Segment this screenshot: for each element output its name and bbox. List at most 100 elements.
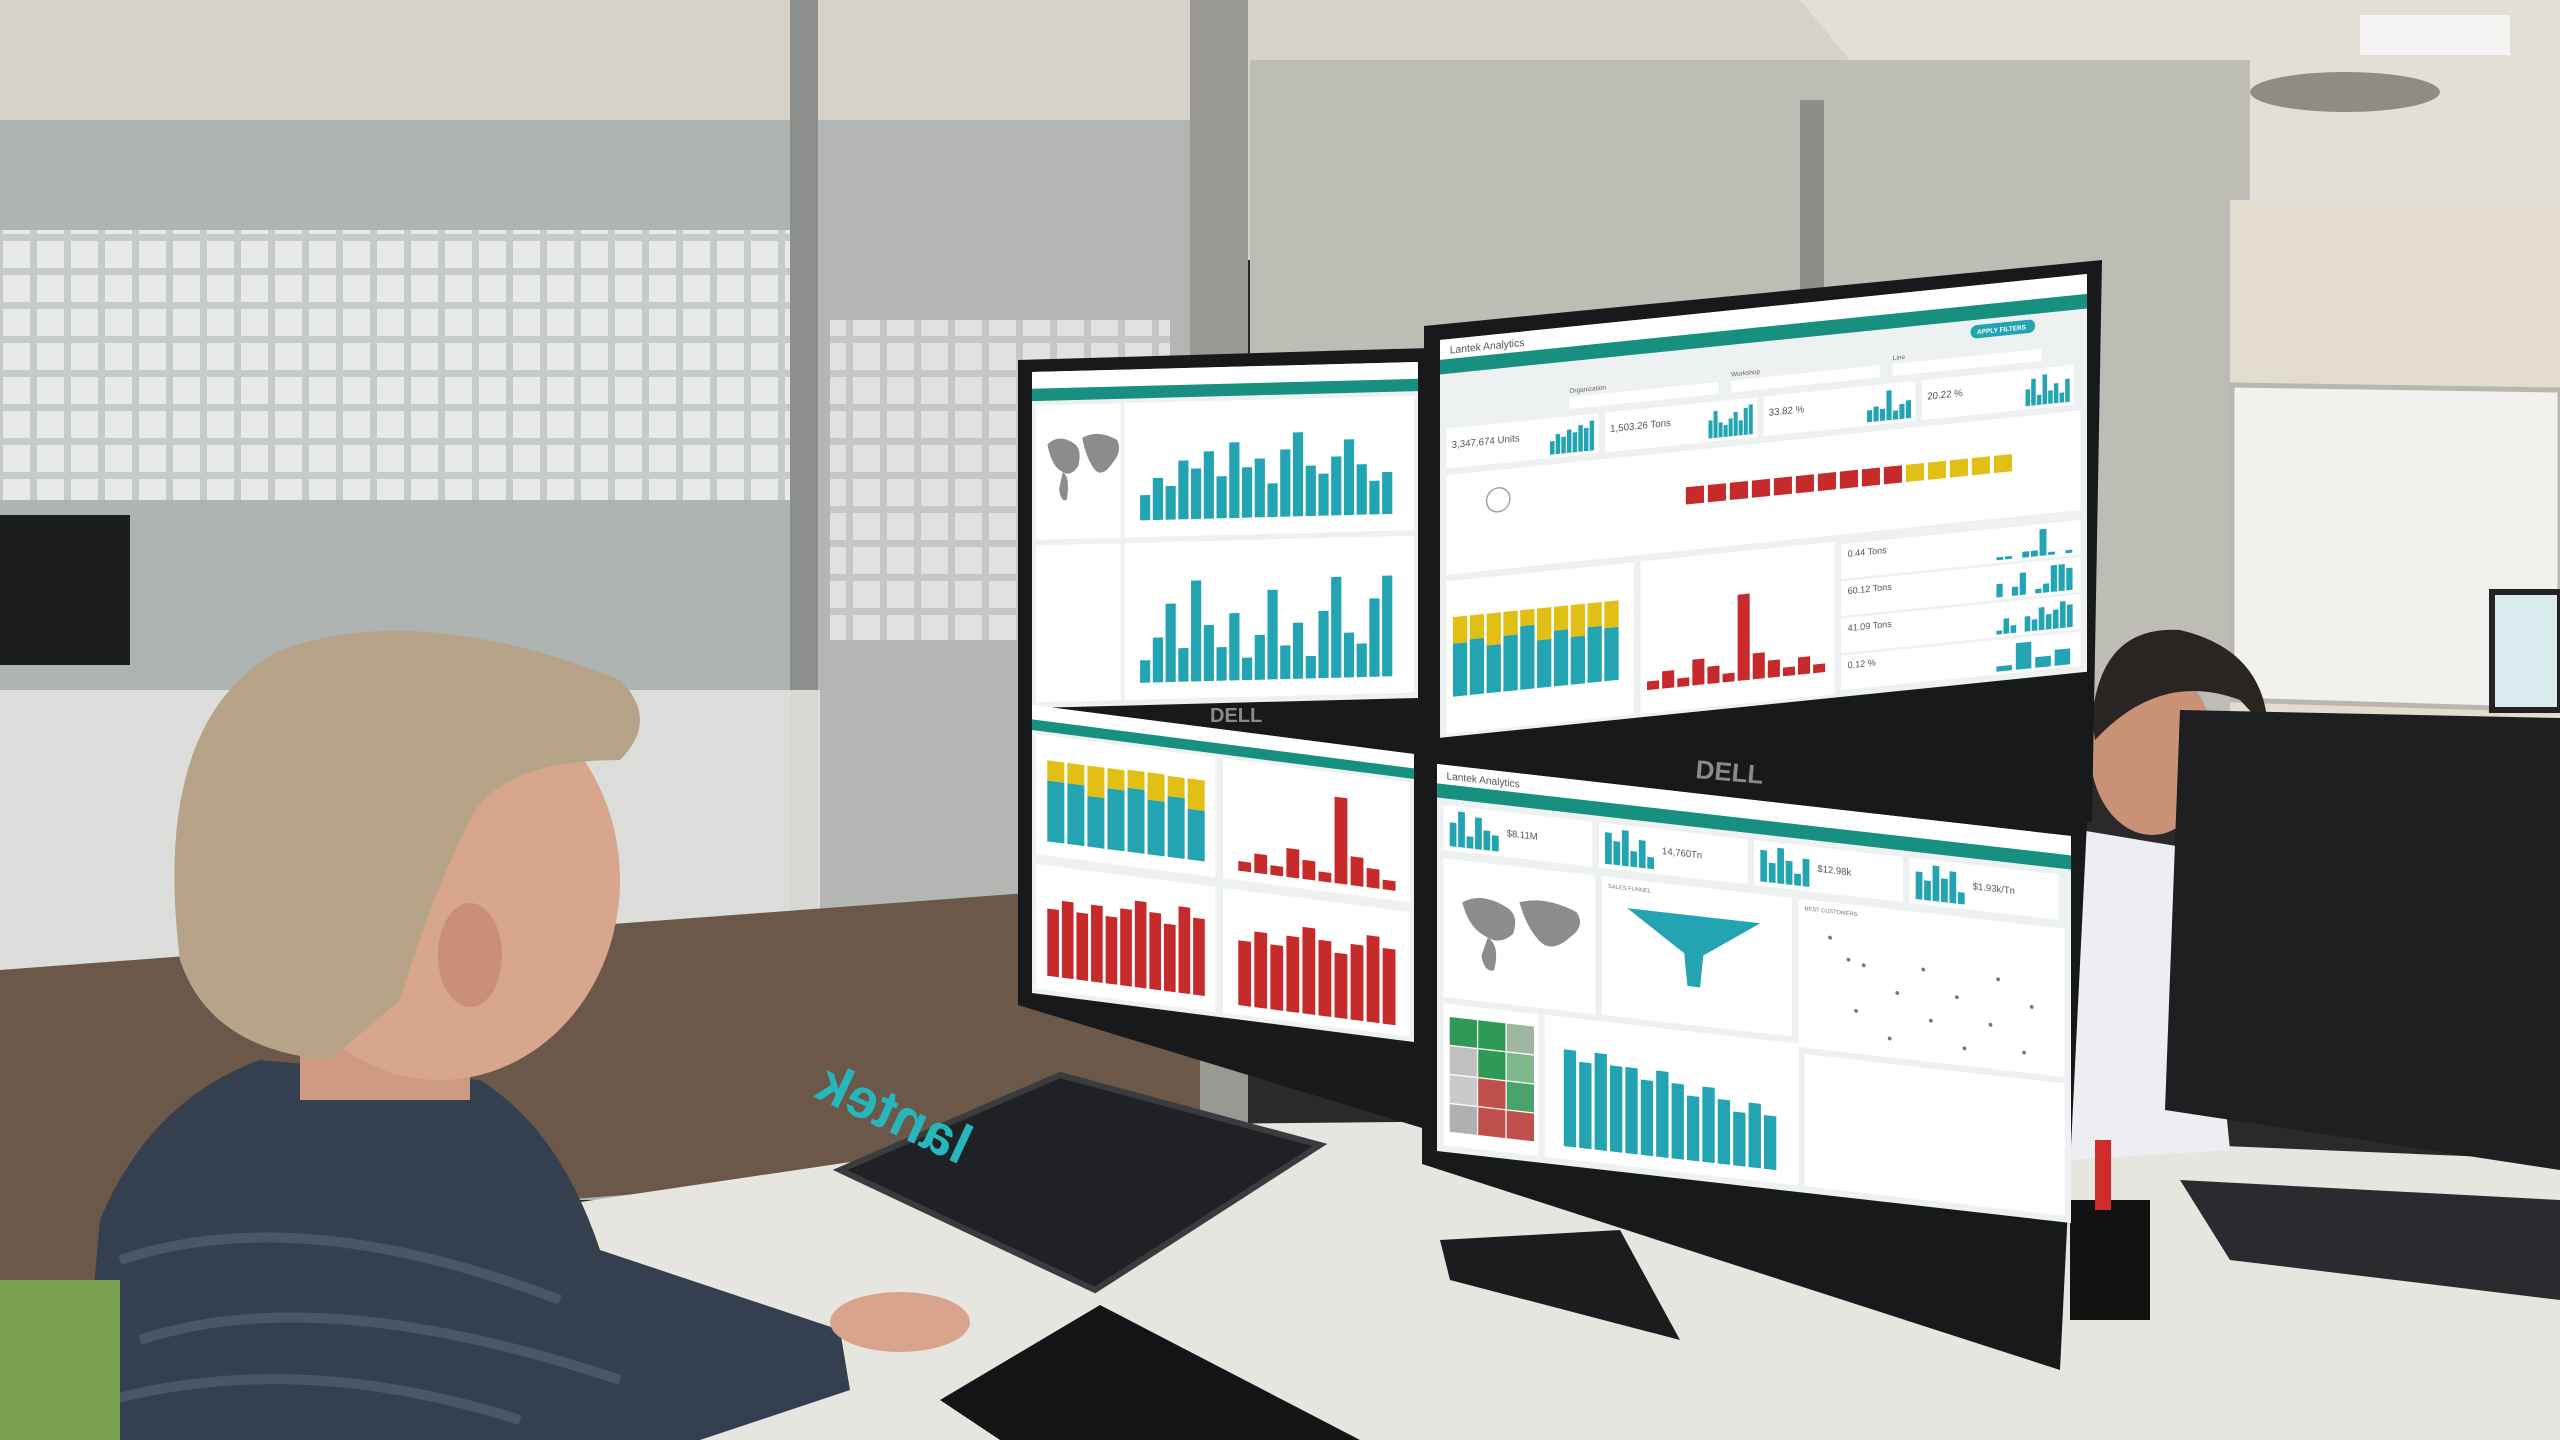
chart-b-bar — [1203, 624, 1214, 682]
stacked-chart-segment — [1167, 765, 1185, 778]
histogram-bar — [1767, 659, 1780, 678]
teal-bar-chart-bar — [1656, 1070, 1669, 1158]
chair — [0, 1280, 120, 1440]
stacked-chart-segment — [1587, 625, 1602, 683]
side-kpi-sparkline-bar — [2058, 564, 2065, 592]
kpi-sparkline-bar — [1572, 432, 1578, 453]
heatmap-cell — [1506, 1110, 1535, 1142]
kpi-sparkline-bar — [1638, 839, 1646, 869]
chart-a-bar — [1331, 456, 1342, 516]
stacked-chart-segment — [1503, 634, 1518, 692]
kpi-sparkline-bar — [1785, 860, 1793, 885]
kpi-sparkline-bar — [1873, 406, 1879, 422]
red-bars-b-bar — [1302, 926, 1316, 1015]
kpi-sparkline-bar — [2053, 383, 2059, 404]
red-bars-b-bar — [1382, 947, 1396, 1026]
kpi-sparkline-bar — [2025, 389, 2031, 407]
kpi-sparkline-bar — [1760, 849, 1768, 883]
filter-dropdown[interactable] — [1892, 348, 2042, 377]
kpi-card — [1763, 380, 1916, 437]
side-kpi-sparkline-bar — [2030, 550, 2038, 557]
kpi-value: 33.82 % — [1769, 404, 1805, 419]
histogram-bar — [1302, 859, 1316, 881]
kpi-sparkline-bar — [1589, 420, 1595, 451]
scatter-point — [2029, 1005, 2034, 1009]
kpi-sparkline-bar — [1578, 424, 1583, 452]
side-kpi-card — [1841, 519, 2081, 579]
screen-bottom-left[interactable] — [1032, 705, 1415, 1043]
chart-b-bar — [1382, 575, 1393, 677]
kpi-sparkline-bar — [1728, 418, 1733, 437]
histogram-bar — [1318, 871, 1332, 883]
kpi-value: $8.11M — [1507, 828, 1538, 843]
kpi-sparkline-bar — [2036, 394, 2042, 406]
person-sweater — [80, 1060, 850, 1440]
stacked-chart-segment — [1452, 642, 1468, 697]
teal-bar-chart-bar — [1640, 1079, 1654, 1157]
stacked-chart-segment — [1537, 607, 1552, 641]
side-kpi-sparkline-bar — [2038, 607, 2045, 631]
side-kpi-sparkline-bar — [2065, 549, 2073, 554]
chart-b-bar — [1178, 647, 1189, 682]
teal-bar-chart-bar — [1748, 1102, 1761, 1169]
teal-bar-chart-bar — [1563, 1049, 1577, 1148]
chart-b-bar — [1229, 613, 1240, 681]
kpi-value: 14,760Tn — [1662, 846, 1702, 862]
red-bars-a-bar — [1134, 900, 1147, 989]
kpi-sparkline-bar — [1491, 835, 1499, 852]
filter-dropdown[interactable] — [1569, 381, 1719, 410]
app-nav-bar — [1440, 293, 2088, 375]
chart-b-bar — [1292, 622, 1304, 679]
kpi-sparkline-bar — [1621, 830, 1629, 867]
kpi-card — [1446, 413, 1599, 469]
filter-label: Workshop — [1731, 369, 1760, 379]
red-bars-a-bar — [1105, 916, 1118, 985]
stacked-chart-segment — [1604, 600, 1619, 629]
timeline-block — [1927, 460, 1946, 480]
stacked-chart-segment — [1067, 752, 1085, 766]
side-kpi-sparkline-bar — [2011, 586, 2019, 596]
red-pen — [2095, 1140, 2111, 1210]
kpi-card — [1922, 364, 2075, 421]
red-bars-b-bar — [1366, 935, 1380, 1024]
apply-filters-button[interactable] — [1970, 319, 2036, 339]
stacked-chart-segment — [1087, 755, 1105, 768]
histogram-bar — [1782, 666, 1795, 677]
chart-b-bar — [1165, 603, 1176, 683]
sales-funnel — [1627, 908, 1761, 988]
chart-b-bar — [1343, 632, 1355, 678]
kpi-sparkline-bar — [1449, 822, 1457, 847]
teal-bar-chart-bar — [1717, 1099, 1731, 1165]
histogram-panel — [1223, 758, 1411, 903]
keyboard[interactable] — [940, 1305, 1360, 1440]
heatmap-cell — [1449, 1075, 1477, 1106]
world-map — [1047, 433, 1120, 501]
chart-b-bar — [1140, 660, 1151, 683]
side-kpi-sparkline-bar — [2019, 572, 2026, 596]
filter-dropdown[interactable] — [1731, 365, 1880, 393]
chart-a-bar — [1191, 468, 1202, 520]
screen-top-left[interactable] — [1032, 361, 1419, 709]
stacked-chart-segment — [1452, 615, 1468, 644]
side-kpi-sparkline-bar — [2005, 555, 2012, 560]
side-kpi-sparkline-bar — [2031, 619, 2038, 632]
red-bars-a-bar — [1076, 912, 1089, 981]
side-kpi-sparkline-bar — [2052, 609, 2059, 629]
stacked-chart-segment — [1187, 768, 1205, 781]
chart-b-bar — [1216, 646, 1227, 681]
red-bars-b-bar — [1254, 931, 1268, 1009]
histogram-bar — [1722, 672, 1735, 683]
chart-a-bar — [1241, 467, 1253, 518]
foreground-monitor-stand — [2180, 1180, 2560, 1300]
stacked-chart-segment — [1107, 757, 1125, 771]
scatter-point — [1895, 991, 1900, 995]
kpi-sparkline-bar — [1475, 817, 1482, 850]
line-chart-panel — [1035, 543, 1121, 703]
far-laptop-screen — [2489, 589, 2560, 713]
histogram-bar — [1798, 656, 1811, 675]
heatmap-cell — [1478, 1049, 1506, 1081]
screen-bottom-right[interactable]: Lantek Analytics$8.11M14,760Tn$12.98k$1.… — [1437, 764, 2072, 1224]
side-kpi-card — [1841, 557, 2081, 616]
red-bars-a-bar — [1047, 908, 1059, 978]
